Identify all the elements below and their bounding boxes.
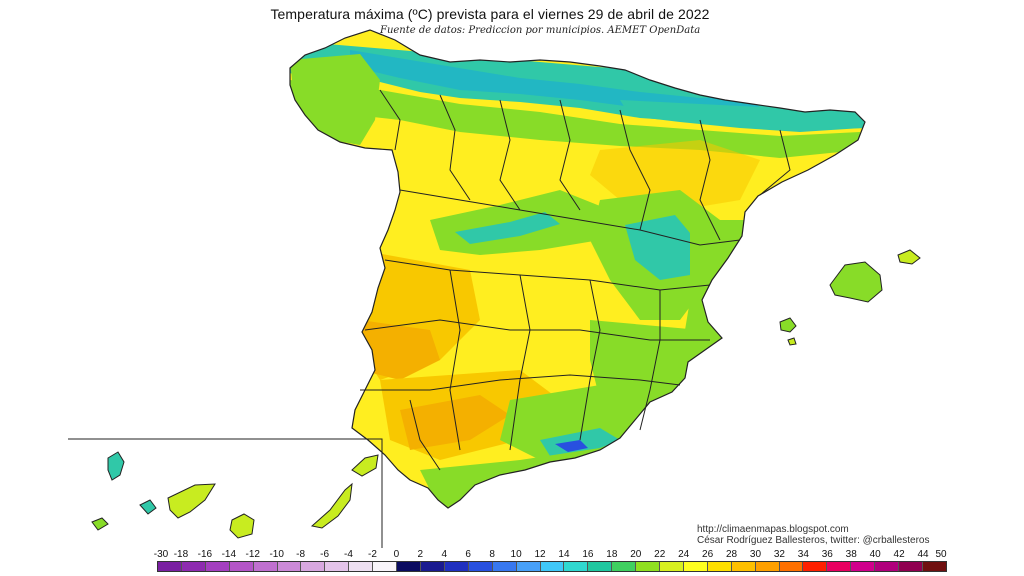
- balearic-islands: [779, 249, 921, 346]
- legend-tick-label: -12: [245, 549, 260, 560]
- legend-swatch: [707, 562, 732, 571]
- legend-tick-label: 16: [582, 549, 594, 560]
- legend-swatch: [516, 562, 541, 571]
- legend-tick-label: 2: [417, 549, 424, 560]
- legend-swatch: [612, 562, 637, 571]
- map-subtitle: Fuente de datos: Prediccion por municipi…: [380, 25, 701, 36]
- legend-tick-label: 20: [630, 549, 642, 560]
- island-la-gomera: [139, 499, 157, 515]
- island-fuerteventura: [310, 482, 353, 529]
- legend-swatch: [923, 562, 946, 571]
- legend-tick-label: -10: [269, 549, 284, 560]
- temperature-legend: -30 -18 -16 -14 -12 -10 -8 -6 -4 -2 0 2 4 6 8 10 12 14 16 1…: [153, 549, 947, 576]
- legend-tick-label: 8: [489, 549, 495, 560]
- temperature-map: [68, 29, 921, 548]
- legend-swatch: [397, 562, 421, 571]
- legend-swatch: [301, 562, 326, 571]
- zone-north-green: [290, 80, 860, 158]
- legend-tick-label: 38: [845, 549, 857, 560]
- legend-tick-label: 36: [821, 549, 833, 560]
- legend-swatch: [851, 562, 876, 571]
- legend-tick-label: 50: [935, 549, 947, 560]
- island-menorca: [897, 249, 921, 265]
- legend-color-bar: [157, 561, 947, 572]
- legend-swatch: [277, 562, 302, 571]
- legend-swatch: [827, 562, 852, 571]
- island-tenerife: [167, 483, 216, 519]
- legend-swatch: [373, 562, 398, 571]
- island-ibiza: [779, 317, 797, 333]
- legend-tick-label: 18: [606, 549, 618, 560]
- legend-tick-label: -2: [368, 549, 377, 560]
- legend-tick-label: 10: [510, 549, 522, 560]
- legend-swatch: [253, 562, 278, 571]
- legend-tick-label: 40: [869, 549, 881, 560]
- legend-swatch: [755, 562, 780, 571]
- legend-tick-label: 44: [917, 549, 929, 560]
- legend-swatch: [564, 562, 589, 571]
- credit-author: César Rodríguez Ballesteros, twitter: @c…: [697, 535, 930, 546]
- legend-swatch: [181, 562, 206, 571]
- map-title: Temperatura máxima (ºC) prevista para el…: [270, 6, 710, 22]
- legend-tick-label: 34: [797, 549, 809, 560]
- legend-swatch: [349, 562, 374, 571]
- zone-pyrenees: [620, 100, 862, 132]
- legend-tick-label: 12: [534, 549, 546, 560]
- legend-swatch: [468, 562, 493, 571]
- legend-swatch: [229, 562, 254, 571]
- legend-labels: -30 -18 -16 -14 -12 -10 -8 -6 -4 -2 0 2 4 6 8 10 12 14 16 1…: [153, 549, 947, 561]
- zone-sierra-nevada-core: [555, 440, 588, 452]
- legend-tick-label: -14: [221, 549, 237, 560]
- legend-tick-label: -16: [197, 549, 213, 560]
- legend-tick-label: 22: [654, 549, 666, 560]
- legend-swatch: [325, 562, 350, 571]
- island-lanzarote: [351, 454, 379, 477]
- canary-inset-frame: [68, 438, 383, 548]
- legend-swatch: [492, 562, 517, 571]
- zone-sistema-central-teal: [455, 212, 560, 244]
- legend-swatch: [588, 562, 613, 571]
- legend-swatch: [660, 562, 684, 571]
- island-mallorca: [829, 261, 883, 303]
- legend-tick-label: 4: [441, 549, 448, 560]
- zone-ebro-valley: [590, 140, 760, 210]
- legend-swatch: [636, 562, 661, 571]
- legend-swatch: [731, 562, 756, 571]
- island-gran-canaria: [229, 513, 255, 539]
- province-borders: [360, 89, 791, 471]
- legend-tick-label: -6: [320, 549, 330, 560]
- legend-tick-label: -8: [296, 549, 306, 560]
- legend-tick-label: 26: [702, 549, 714, 560]
- legend-swatch: [779, 562, 804, 571]
- canary-inset: [68, 438, 383, 548]
- legend-tick-label: -30: [153, 549, 169, 560]
- legend-tick-label: 0: [393, 549, 400, 560]
- zone-levante-coast: [680, 220, 760, 400]
- island-el-hierro: [91, 517, 109, 531]
- legend-swatch: [420, 562, 445, 571]
- legend-tick-label: -4: [344, 549, 353, 560]
- legend-tick-label: 6: [465, 549, 471, 560]
- zone-galicia: [290, 54, 380, 145]
- legend-tick-label: 42: [893, 549, 905, 560]
- legend-swatch: [205, 562, 230, 571]
- legend-swatch: [444, 562, 469, 571]
- legend-tick-label: -18: [173, 549, 189, 560]
- legend-swatch: [158, 562, 182, 571]
- legend-tick-label: 14: [558, 549, 570, 560]
- legend-swatch: [683, 562, 708, 571]
- island-la-palma: [107, 451, 125, 481]
- island-formentera: [787, 337, 797, 346]
- legend-swatch: [899, 562, 923, 571]
- legend-tick-label: 30: [749, 549, 762, 560]
- legend-swatch: [875, 562, 900, 571]
- legend-tick-label: 28: [725, 549, 738, 560]
- zone-guadiana-orange: [360, 320, 440, 380]
- legend-swatch: [540, 562, 565, 571]
- credit-site: http://climaenmapas.blogspot.com: [697, 524, 849, 535]
- zone-cantabrian-cyan: [350, 50, 760, 112]
- legend-tick-label: 24: [678, 549, 690, 560]
- legend-tick-label: 32: [773, 549, 785, 560]
- legend-swatch: [803, 562, 828, 571]
